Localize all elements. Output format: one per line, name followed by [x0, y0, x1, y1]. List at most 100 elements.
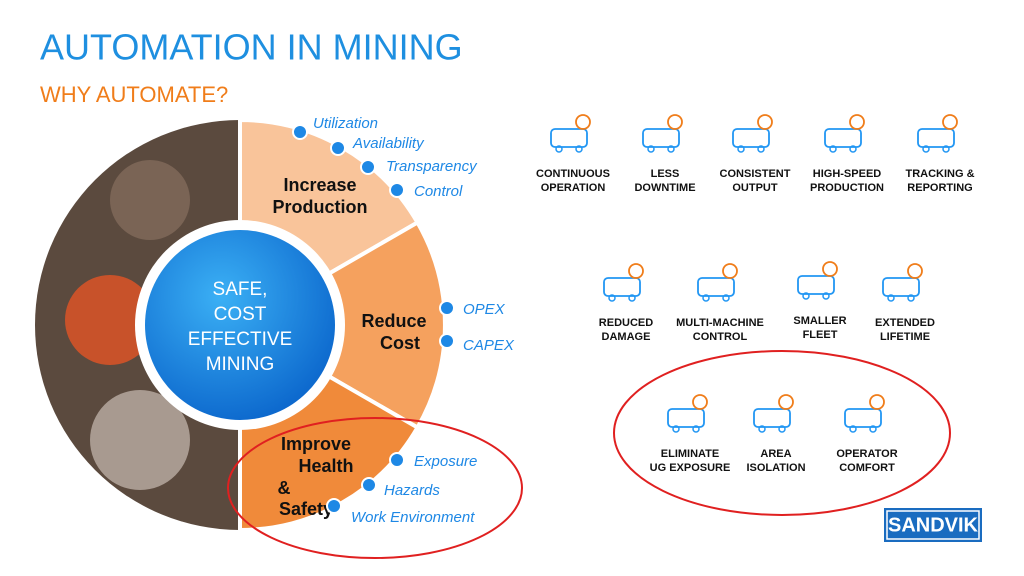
icon-accent — [722, 263, 738, 279]
center-text: MINING — [206, 354, 275, 375]
bullet-item: Utilization — [313, 115, 378, 132]
icon-wheel — [702, 294, 710, 302]
benefit-label: EXTENDED — [875, 317, 935, 329]
segment-label: Cost — [380, 333, 420, 353]
icon-body — [732, 128, 770, 148]
icon-wheel — [628, 294, 636, 302]
benefit-label: CONTINUOUS — [536, 168, 610, 180]
wheel — [35, 117, 447, 533]
benefit-icon — [824, 114, 865, 153]
logo-box — [884, 508, 982, 542]
icon-wheel — [869, 425, 877, 433]
icon-accent — [692, 394, 708, 410]
icon-wheel — [822, 292, 830, 300]
icon-accent — [575, 114, 591, 130]
segment-label: Production — [273, 197, 368, 217]
benefit-icon — [844, 394, 885, 433]
benefit-label: TRACKING & — [905, 168, 974, 180]
benefit-label: UG EXPOSURE — [650, 462, 731, 474]
icon-body — [797, 275, 835, 295]
icon-wheel — [849, 145, 857, 153]
benefit-label: LIFETIME — [880, 331, 930, 343]
icon-wheel — [672, 425, 680, 433]
benefit-label: CONSISTENT — [720, 168, 791, 180]
icon-accent — [822, 261, 838, 277]
icon-accent — [757, 114, 773, 130]
icon-wheel — [778, 425, 786, 433]
icon-wheel — [758, 425, 766, 433]
benefit-icon — [917, 114, 958, 153]
wheel-text: SAFE, COST EFFECTIVE MINING IncreaseProducti… — [188, 115, 515, 526]
segment-label: Improve — [281, 434, 351, 454]
icon-body — [550, 128, 588, 148]
icon-wheel — [647, 145, 655, 153]
logo: SANDVIK — [888, 514, 979, 536]
icon-wheel — [907, 294, 915, 302]
icon-accent — [907, 263, 923, 279]
subtitle: WHY AUTOMATE? — [40, 82, 228, 107]
icon-body — [697, 277, 735, 297]
benefit-icon — [882, 263, 923, 302]
icon-wheel — [942, 145, 950, 153]
segment-label: Increase — [283, 175, 356, 195]
rock — [110, 160, 190, 240]
icon-accent — [942, 114, 958, 130]
bullet-dot — [361, 477, 377, 493]
benefit-icon — [603, 263, 644, 302]
icon-wheel — [922, 145, 930, 153]
bullet-item: Work Environment — [351, 509, 475, 526]
bullet-item: Hazards — [384, 482, 440, 499]
machine — [65, 275, 155, 365]
bullet-dot — [439, 300, 455, 316]
icon-body — [667, 408, 705, 428]
hub — [145, 230, 335, 420]
icon-accent — [869, 394, 885, 410]
icon-wheel — [555, 145, 563, 153]
icon-wheel — [608, 294, 616, 302]
benefit-label: FLEET — [803, 329, 838, 341]
segment-label: Health — [298, 456, 353, 476]
icon-accent — [849, 114, 865, 130]
benefit-icon — [732, 114, 773, 153]
bullet-dot — [292, 124, 308, 140]
rock — [90, 390, 190, 490]
segment-label: Safety — [279, 499, 333, 519]
bullet-item: CAPEX — [463, 337, 515, 354]
icon-wheel — [737, 145, 745, 153]
benefit-icon — [642, 114, 683, 153]
bullet-item: OPEX — [463, 301, 506, 318]
benefit-label: DOWNTIME — [634, 182, 695, 194]
benefit-label: MULTI-MACHINE — [676, 317, 764, 329]
benefit-icon — [667, 394, 708, 433]
benefit-icon — [550, 114, 591, 153]
benefit-label: OPERATOR — [836, 448, 897, 460]
benefit-label: OUTPUT — [732, 182, 778, 194]
title: AUTOMATION IN MINING — [40, 27, 463, 68]
icon-wheel — [575, 145, 583, 153]
icon-accent — [667, 114, 683, 130]
center-text: EFFECTIVE — [188, 329, 293, 350]
benefit-icon — [753, 394, 794, 433]
benefit-icon — [797, 261, 838, 300]
icon-wheel — [692, 425, 700, 433]
benefit-label: REDUCED — [599, 317, 653, 329]
benefits: CONTINUOUS OPERATION LESS DOWNTIME CONSISTEN… — [536, 114, 975, 474]
icon-body — [603, 277, 641, 297]
center-text: SAFE, — [213, 279, 268, 300]
icon-wheel — [849, 425, 857, 433]
bullet-item: Availability — [352, 135, 425, 152]
benefit-label: COMFORT — [839, 462, 895, 474]
benefit-label: LESS — [651, 168, 680, 180]
icon-body — [642, 128, 680, 148]
segment-label: Reduce — [361, 311, 426, 331]
icon-wheel — [802, 292, 810, 300]
bullet-dot — [389, 182, 405, 198]
benefit-label: DAMAGE — [602, 331, 651, 343]
bullet-dot — [439, 333, 455, 349]
icon-wheel — [887, 294, 895, 302]
bullet-item: Control — [414, 183, 463, 200]
highlight — [613, 350, 951, 516]
icon-body — [844, 408, 882, 428]
benefit-label: AREA — [760, 448, 791, 460]
